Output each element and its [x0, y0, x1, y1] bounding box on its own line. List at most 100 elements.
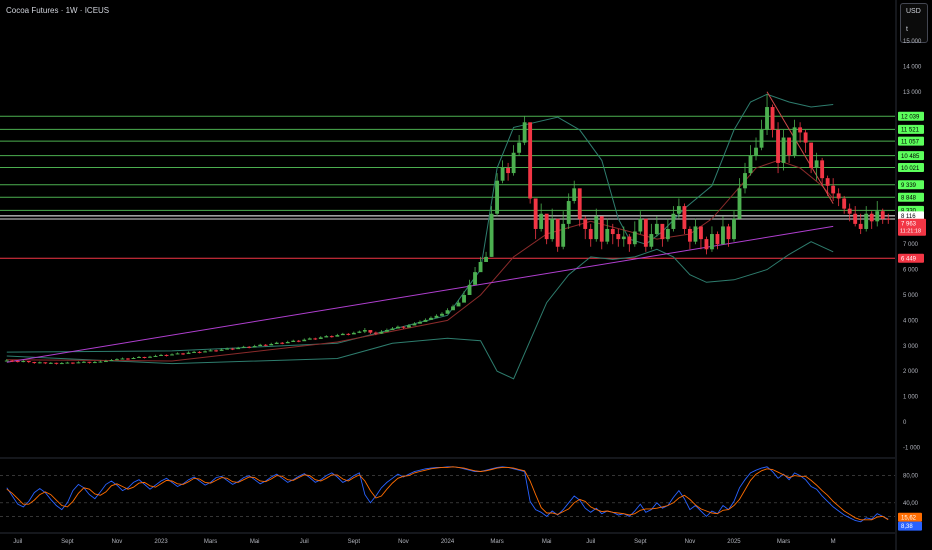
candle-body — [864, 213, 869, 229]
level-price-badge — [898, 124, 924, 134]
candle-body — [621, 236, 626, 240]
candle-body — [164, 354, 169, 356]
candle-body — [280, 342, 285, 344]
candle-body — [528, 122, 533, 199]
candle-body — [699, 226, 703, 240]
candle-body — [489, 213, 494, 257]
candle-body — [92, 362, 97, 364]
candle-body — [263, 344, 268, 346]
time-tick-label: Nov — [398, 539, 409, 545]
candle-body — [836, 193, 841, 199]
candle-body — [103, 361, 108, 363]
level-price-badge — [898, 162, 924, 172]
time-axis-labels: Juil Sept Nov 2023 Mars Mai Juil Sept Nov 2024 Mar… — [13, 539, 835, 545]
candle-body — [76, 362, 81, 364]
candle-body — [313, 338, 318, 340]
current-price-label: 7 963 — [901, 222, 917, 228]
candle-body — [825, 178, 830, 186]
candle-body — [192, 351, 196, 353]
candle-body — [302, 339, 307, 342]
price-tick-label: 0 — [903, 420, 907, 426]
stoch-k-value: 15,62 — [901, 515, 917, 521]
time-tick-label: Mai — [542, 539, 552, 545]
candle-body — [324, 336, 329, 338]
time-tick-label: Mars — [777, 539, 790, 545]
moving-average-line — [6, 159, 834, 362]
unit-label: t — [906, 26, 908, 33]
price-tick-label: 5 000 — [903, 293, 919, 299]
candle-body — [384, 330, 389, 332]
candle-body — [142, 356, 147, 358]
candle-body — [412, 323, 417, 326]
candle-body — [660, 223, 665, 240]
candle-body — [131, 357, 136, 360]
time-tick-label: Sept — [61, 539, 74, 545]
candle-body — [407, 325, 411, 328]
candle-body — [37, 362, 42, 364]
price-tick-label: 1 000 — [903, 395, 919, 401]
candle-body — [65, 362, 70, 364]
bar-countdown-label: 11:21:18 — [900, 229, 921, 235]
time-tick-label: Juil — [300, 539, 309, 545]
candle-body — [170, 354, 174, 356]
level-price-label: 8 116 — [901, 214, 916, 220]
oscillator-tick-label: 40,00 — [903, 501, 919, 507]
candle-body — [649, 234, 654, 247]
level-price-badge — [898, 111, 924, 121]
candle-body — [54, 362, 59, 364]
time-tick-label: Nov — [112, 539, 123, 545]
candle-body — [181, 353, 185, 355]
candle-body — [495, 180, 500, 214]
candle-body — [285, 341, 290, 344]
resistance-levels: 12 039 11 521 11 057 10 485 10 021 9 339 8 848… — [0, 111, 924, 221]
candle-body — [81, 361, 86, 363]
candle-body — [291, 340, 296, 342]
candle-body — [759, 129, 764, 148]
candle-body — [296, 340, 301, 342]
candle-body — [445, 310, 450, 314]
stoch-d-badge — [898, 521, 922, 531]
price-tick-label: -1 000 — [903, 445, 921, 451]
candle-body — [379, 331, 384, 334]
candle-body — [126, 358, 130, 360]
candle-body — [710, 234, 714, 250]
level-price-badge — [898, 136, 924, 146]
candles — [4, 94, 891, 365]
candle-body — [247, 346, 252, 348]
candle-body — [814, 160, 819, 168]
candle-body — [765, 107, 769, 130]
candle-body — [687, 228, 692, 242]
candle-body — [357, 331, 362, 333]
candle-body — [115, 359, 119, 361]
level-price-label: 11 521 — [901, 128, 920, 134]
candle-body — [440, 313, 444, 316]
candle-body — [484, 256, 488, 262]
candle-body — [307, 338, 312, 340]
candle-body — [269, 344, 274, 346]
candle-body — [594, 216, 599, 240]
stoch-d-line — [6, 466, 889, 521]
candle-body — [109, 360, 114, 362]
candle-body — [533, 198, 538, 229]
candle-body — [10, 360, 15, 362]
candle-body — [627, 236, 632, 245]
candle-body — [500, 168, 505, 181]
candle-body — [462, 295, 466, 303]
level-price-label: 9 339 — [901, 183, 917, 189]
candle-body — [434, 315, 439, 318]
time-tick-label: Sept — [634, 539, 647, 545]
candle-body — [252, 346, 257, 348]
candle-body — [506, 168, 511, 174]
candle-body — [754, 147, 758, 156]
candle-body — [803, 132, 808, 143]
time-tick-label: 2024 — [441, 539, 455, 545]
current-price-badge — [898, 218, 926, 236]
time-tick-label: M — [831, 539, 836, 545]
candle-body — [748, 155, 753, 174]
currency-badge[interactable]: USD t — [900, 3, 928, 43]
time-tick-label: Sept — [348, 539, 361, 545]
time-tick-label: Juil — [13, 539, 22, 545]
price-tick-label: 3 000 — [903, 344, 919, 350]
candle-body — [676, 206, 681, 214]
